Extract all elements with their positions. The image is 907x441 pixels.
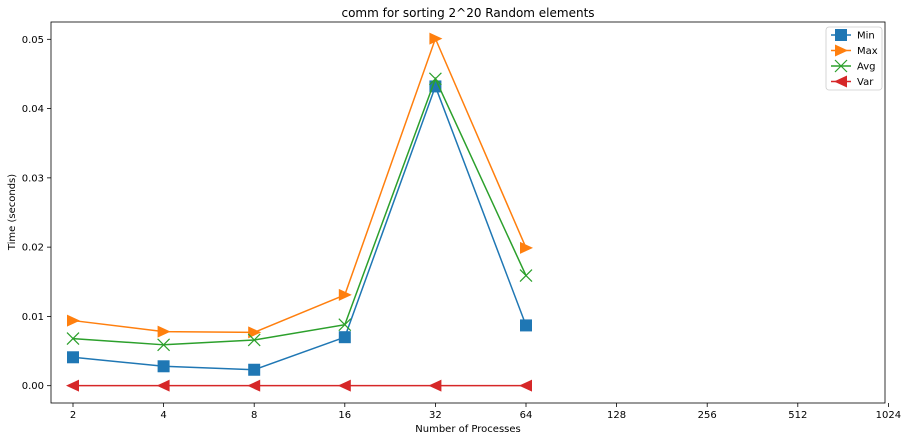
x-tick-label: 128 [607,410,626,421]
y-tick-label: 0.00 [22,381,44,392]
data-point [157,325,171,338]
data-point [520,241,533,254]
data-point [428,379,442,392]
y-axis: 0.00 0.01 0.02 0.03 0.04 0.05 [22,35,51,392]
legend-marker [834,59,848,73]
x-tick-label: 2 [70,410,76,421]
data-point [429,32,443,45]
series-line [72,36,527,334]
data-point [66,379,79,392]
legend-marker [835,29,847,41]
data-point [519,379,532,392]
y-tick-label: 0.03 [22,173,44,184]
data-point [248,326,262,339]
x-tick-label: 1024 [876,410,901,421]
legend: Min Max Avg Var [825,26,883,91]
series-max [67,32,533,339]
y-tick-label: 0.01 [22,312,44,323]
chart-title: comm for sorting 2^20 Random elements [341,6,594,20]
legend-marker [834,75,847,88]
data-point [519,269,533,282]
series-avg [66,72,533,352]
data-point [338,288,352,301]
data-point [156,379,170,392]
data-point [338,318,352,332]
legend-item-var: Var [831,75,874,88]
y-axis-label: Time (seconds) [7,174,18,251]
x-tick-label: 32 [429,410,442,421]
data-point [67,351,79,364]
legend-label: Avg [857,62,876,73]
series-layer [66,32,533,392]
legend-item-avg: Avg [831,59,876,73]
data-point [248,363,261,376]
series-line [72,76,527,346]
data-point [338,331,351,344]
data-point [337,379,351,392]
legend-label: Max [857,46,878,57]
x-tick-label: 512 [788,410,807,421]
series-line [72,84,527,371]
plot-area [50,21,886,404]
y-tick-label: 0.05 [22,35,44,46]
x-tick-label: 16 [338,410,351,421]
x-tick-label: 64 [520,410,533,421]
data-point [247,333,261,347]
legend-marker [835,44,848,57]
data-point [428,72,442,86]
legend-item-min: Min [831,29,875,42]
series-var [66,379,532,392]
data-point [429,80,442,93]
legend-frame [825,26,883,91]
x-tick-label: 256 [698,410,717,421]
legend-item-max: Max [831,44,878,57]
x-tick-label: 4 [160,410,166,421]
data-point [157,338,171,352]
data-point [66,332,80,346]
y-tick-label: 0.02 [22,243,44,254]
data-point [520,319,532,332]
x-axis-label: Number of Processes [415,424,520,435]
series-min [67,80,532,376]
legend-label: Var [857,77,874,88]
legend-label: Min [857,31,875,42]
data-point [67,314,80,327]
data-point [247,379,261,392]
data-point [157,360,170,373]
y-tick-label: 0.04 [22,104,44,115]
x-axis: 2 4 8 16 32 64 128 256 512 1024 [70,403,901,421]
x-tick-label: 8 [251,410,257,421]
